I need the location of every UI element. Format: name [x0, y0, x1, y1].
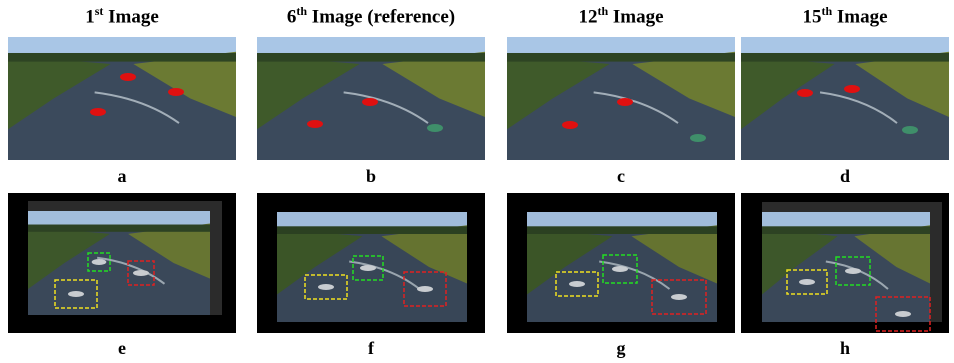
boat — [671, 294, 687, 300]
trees — [277, 226, 467, 234]
photo — [8, 37, 236, 160]
panel-label: h — [741, 338, 949, 359]
header-number: 15 — [802, 6, 821, 27]
panel-label: c — [507, 166, 735, 187]
photo — [741, 37, 949, 160]
boat — [68, 291, 84, 297]
header-suffix: st — [95, 4, 104, 18]
boat — [417, 286, 433, 292]
trees — [527, 226, 717, 234]
trees — [762, 226, 930, 234]
header-suffix: th — [597, 4, 608, 18]
photo — [507, 37, 735, 160]
boat — [690, 134, 706, 142]
boat — [844, 85, 860, 93]
header-number: 12 — [578, 6, 597, 27]
boat — [902, 126, 918, 134]
header-suffix: th — [296, 4, 307, 18]
boat — [318, 284, 334, 290]
photo — [257, 37, 485, 160]
panel-label: d — [741, 166, 949, 187]
boat — [562, 121, 578, 129]
boat — [427, 124, 443, 132]
boat — [120, 73, 136, 81]
header-text: Image — [837, 6, 888, 27]
boat — [612, 266, 628, 272]
figure: 1st Image 6th Image (reference) 12th Ima… — [0, 0, 954, 363]
boat — [362, 98, 378, 106]
trees — [741, 53, 949, 62]
header-number: 6 — [287, 6, 297, 27]
column-header: 15th Image — [741, 4, 949, 28]
panel-label: g — [507, 338, 735, 359]
boat — [168, 88, 184, 96]
header-text: Image (reference) — [312, 6, 455, 27]
boat — [799, 279, 815, 285]
column-header: 1st Image — [8, 4, 236, 28]
panel-label: b — [257, 166, 485, 187]
boat — [569, 281, 585, 287]
column-header: 12th Image — [507, 4, 735, 28]
trees — [507, 53, 735, 62]
boat — [133, 270, 149, 276]
header-text: Image — [613, 6, 664, 27]
boat — [617, 98, 633, 106]
boat — [845, 268, 861, 274]
trees — [257, 53, 485, 62]
trees — [8, 53, 236, 62]
trees — [28, 225, 210, 232]
boat — [90, 108, 106, 116]
column-header: 6th Image (reference) — [245, 4, 497, 28]
header-suffix: th — [821, 4, 832, 18]
header-number: 1 — [85, 6, 95, 27]
photo — [762, 212, 930, 322]
boat — [895, 311, 911, 317]
boat — [360, 265, 376, 271]
boat — [307, 120, 323, 128]
boat — [92, 259, 107, 265]
panel-label: e — [8, 338, 236, 359]
panel-label: f — [257, 338, 485, 359]
header-text: Image — [108, 6, 159, 27]
boat — [797, 89, 813, 97]
panel-label: a — [8, 166, 236, 187]
